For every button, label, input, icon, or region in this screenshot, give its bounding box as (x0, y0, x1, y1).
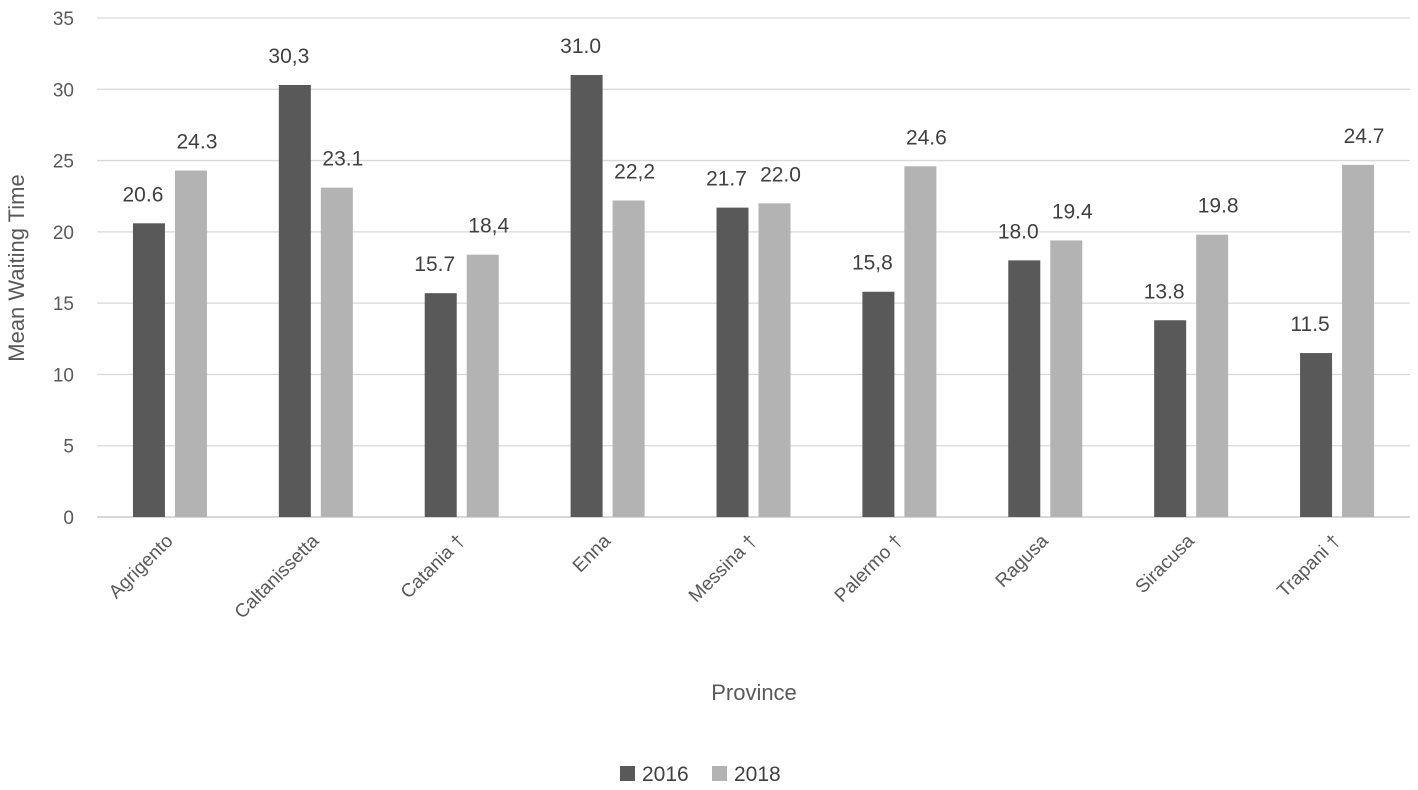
legend: 2016 2018 (620, 763, 781, 786)
bar-2016 (1008, 260, 1041, 517)
legend-swatch-2016 (620, 766, 635, 781)
x-axis-ticks: Agrigento Caltanissetta Catania † Enna Messi… (105, 530, 1344, 623)
data-label-2018: 18,4 (468, 215, 509, 238)
x-tick-label: Palermo † (831, 531, 907, 607)
bar-2018 (1196, 234, 1229, 518)
x-axis-title: Province (711, 680, 797, 705)
x-tick-label: Enna (569, 530, 616, 577)
legend-label-2016: 2016 (642, 763, 689, 786)
bar-2018 (466, 254, 499, 517)
gridlines (97, 17, 1410, 518)
data-label-2018: 22.0 (760, 163, 801, 186)
data-label-2016: 30,3 (268, 45, 309, 68)
x-tick-label: Trapani † (1273, 531, 1344, 602)
bar-2018 (758, 203, 791, 518)
y-tick-label: 15 (53, 294, 74, 315)
bar-2016 (132, 223, 165, 517)
data-label-2016: 31.0 (560, 35, 601, 58)
data-label-2016: 18.0 (998, 220, 1039, 243)
data-label-2016: 15,8 (852, 252, 893, 275)
data-label-2018: 19.4 (1052, 200, 1093, 223)
data-label-2018: 22,2 (614, 160, 655, 183)
y-tick-label: 35 (53, 9, 74, 30)
data-label-2018: 19.8 (1198, 195, 1239, 218)
bars (132, 75, 1375, 518)
data-label-2016: 15.7 (414, 253, 455, 276)
data-label-2018: 24.7 (1344, 125, 1385, 148)
legend-swatch-2018 (712, 766, 727, 781)
data-label-2018: 24.6 (906, 126, 947, 149)
bar-2016 (1154, 320, 1187, 517)
y-axis-ticks: 0 5 10 15 20 25 30 35 (53, 9, 74, 529)
y-tick-label: 5 (63, 437, 74, 458)
y-tick-label: 30 (53, 80, 74, 101)
bar-2016 (862, 291, 895, 517)
data-label-2018: 23.1 (322, 148, 363, 171)
bar-2018 (1050, 240, 1083, 517)
bar-2018 (904, 166, 937, 517)
x-tick-label: Siracusa (1132, 530, 1199, 597)
bar-2018 (1342, 164, 1375, 517)
bar-2018 (320, 187, 353, 517)
bar-2016 (424, 293, 457, 517)
legend-label-2018: 2018 (734, 763, 781, 786)
data-label-2016: 11.5 (1290, 313, 1329, 336)
bar-2018 (612, 200, 645, 517)
data-label-2016: 21.7 (706, 168, 747, 191)
y-tick-label: 10 (53, 365, 74, 386)
x-tick-label: Ragusa (992, 530, 1053, 591)
bar-2016 (278, 85, 311, 517)
bar-2016 (570, 75, 603, 518)
y-tick-label: 0 (63, 508, 74, 529)
bar-2016 (716, 207, 749, 517)
data-label-2016: 13.8 (1144, 280, 1185, 303)
x-tick-label: Agrigento (105, 531, 177, 603)
y-tick-label: 20 (53, 223, 74, 244)
bar-2016 (1300, 353, 1333, 517)
data-labels: 20.6 24.3 30,3 23.1 15.7 18,4 31.0 22,2 21.7 22.0… (123, 35, 1385, 336)
x-tick-label: Caltanissetta (231, 530, 324, 623)
data-label-2016: 20.6 (123, 183, 164, 206)
x-tick-label: Catania † (397, 531, 469, 603)
y-tick-label: 25 (53, 152, 74, 173)
y-axis-title: Mean Waiting Time (4, 174, 29, 361)
x-tick-label: Messina † (685, 531, 761, 607)
bar-2018 (174, 170, 207, 517)
data-label-2018: 24.3 (177, 131, 218, 154)
